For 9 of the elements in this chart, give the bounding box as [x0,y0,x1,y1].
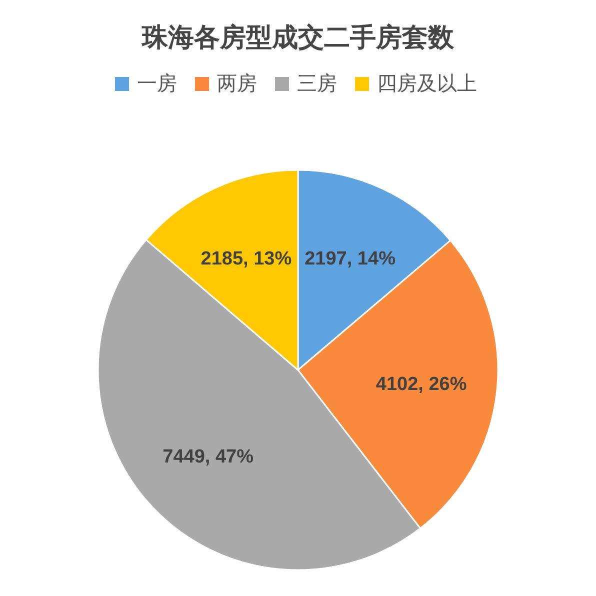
chart-title: 珠海各房型成交二手房套数 [141,22,455,52]
data-label: 7449, 47% [162,446,254,468]
legend-label: 四房及以上 [377,73,477,95]
data-label: 2185, 13% [200,248,292,270]
data-label: 2197, 14% [304,248,396,270]
legend-label: 三房 [297,73,337,95]
legend-label: 两房 [217,73,257,95]
legend-label: 一房 [137,73,177,95]
data-label: 4102, 26% [376,374,467,395]
